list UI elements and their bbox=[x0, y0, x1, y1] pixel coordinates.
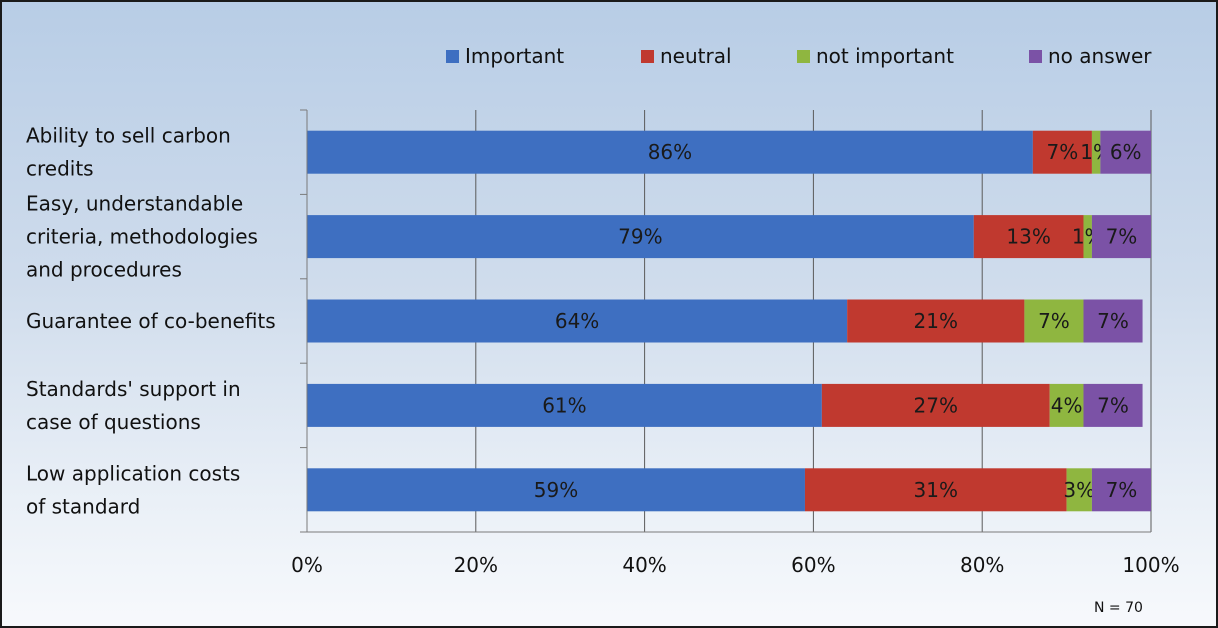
data-label: 27% bbox=[914, 393, 958, 417]
bar-no-answer bbox=[1083, 383, 1143, 427]
bar-neutral bbox=[821, 383, 1050, 427]
category-label-line: case of questions bbox=[26, 410, 201, 434]
bar-not-important bbox=[1024, 299, 1084, 343]
data-label: 7% bbox=[1038, 309, 1070, 333]
bar-neutral bbox=[973, 215, 1084, 259]
category-label-line: Low application costs bbox=[26, 461, 240, 485]
sample-size-note: N = 70 bbox=[1094, 600, 1143, 616]
axes bbox=[300, 109, 1151, 533]
category-label: Standards' support in case of questions bbox=[26, 377, 241, 434]
data-label: 21% bbox=[914, 309, 958, 333]
category-label-line: and procedures bbox=[26, 258, 182, 282]
bar-important bbox=[307, 215, 974, 259]
data-label: 59% bbox=[534, 478, 578, 502]
data-label: 7% bbox=[1097, 309, 1129, 333]
x-tick-label: 20% bbox=[454, 553, 498, 577]
legend-swatch-neutral bbox=[641, 50, 654, 63]
x-tick-label: 0% bbox=[291, 553, 323, 577]
legend-swatch-important bbox=[446, 50, 459, 63]
legend-label-neutral: neutral bbox=[660, 44, 732, 68]
bar-not-important bbox=[1091, 130, 1101, 174]
x-tick-label: 100% bbox=[1122, 553, 1179, 577]
legend-label-not-important: not important bbox=[816, 44, 954, 68]
data-label: 7% bbox=[1047, 140, 1079, 164]
data-label: 7% bbox=[1097, 393, 1129, 417]
data-label: 7% bbox=[1106, 478, 1138, 502]
bar-no-answer bbox=[1091, 468, 1151, 512]
bar-not-important bbox=[1066, 468, 1092, 512]
bar-important bbox=[307, 130, 1033, 174]
bar-neutral bbox=[847, 299, 1025, 343]
category-label-line: Easy, understandable bbox=[26, 192, 243, 216]
data-label: 61% bbox=[542, 393, 586, 417]
data-label: 4% bbox=[1051, 393, 1083, 417]
x-tick-label: 60% bbox=[791, 553, 835, 577]
x-tick-label: 80% bbox=[960, 553, 1004, 577]
bar-no-answer bbox=[1100, 130, 1151, 174]
category-label: Ability to sell carbon credits bbox=[26, 124, 231, 181]
x-tick-label: 40% bbox=[622, 553, 666, 577]
legend-label-important: Important bbox=[465, 44, 564, 68]
category-labels: Ability to sell carbon credits Easy, under… bbox=[26, 124, 276, 519]
data-label: 31% bbox=[914, 478, 958, 502]
data-label: 7% bbox=[1106, 225, 1138, 249]
category-label: Low application costs of standard bbox=[26, 461, 240, 518]
legend: Important neutral not important no answer bbox=[446, 44, 1152, 68]
bar-important bbox=[307, 468, 805, 512]
bar-no-answer bbox=[1083, 299, 1143, 343]
category-label-line: credits bbox=[26, 157, 94, 181]
bar-not-important bbox=[1049, 383, 1084, 427]
bar-important bbox=[307, 299, 848, 343]
category-label-line: Ability to sell carbon bbox=[26, 124, 231, 148]
bar-not-important bbox=[1083, 215, 1092, 259]
data-label: 6% bbox=[1110, 140, 1142, 164]
category-label-line: Standards' support in bbox=[26, 377, 241, 401]
bar-no-answer bbox=[1091, 215, 1151, 259]
data-label: 13% bbox=[1006, 225, 1050, 249]
category-label-line: of standard bbox=[26, 494, 140, 518]
data-label: 64% bbox=[555, 309, 599, 333]
legend-label-no-answer: no answer bbox=[1048, 44, 1152, 68]
x-tick-labels: 0% 20% 40% 60% 80% 100% bbox=[291, 553, 1179, 577]
bar-neutral bbox=[1032, 130, 1092, 174]
bar-important bbox=[307, 383, 822, 427]
bars: 86% 7% 1%6%79% 13% 1% 7%64% 21% 7% 7%61% 27% 4% 7%5… bbox=[307, 130, 1151, 512]
legend-swatch-no-answer bbox=[1029, 50, 1042, 63]
data-label: 86% bbox=[648, 140, 692, 164]
category-label: Guarantee of co-benefits bbox=[26, 309, 276, 333]
data-label: 79% bbox=[618, 225, 662, 249]
category-label-line: criteria, methodologies bbox=[26, 225, 258, 249]
legend-swatch-not-important bbox=[797, 50, 810, 63]
category-label-line: Guarantee of co-benefits bbox=[26, 309, 276, 333]
category-label: Easy, understandable criteria, methodolog… bbox=[26, 192, 258, 282]
data-label: 3% bbox=[1063, 478, 1095, 502]
bar-neutral bbox=[804, 468, 1067, 512]
